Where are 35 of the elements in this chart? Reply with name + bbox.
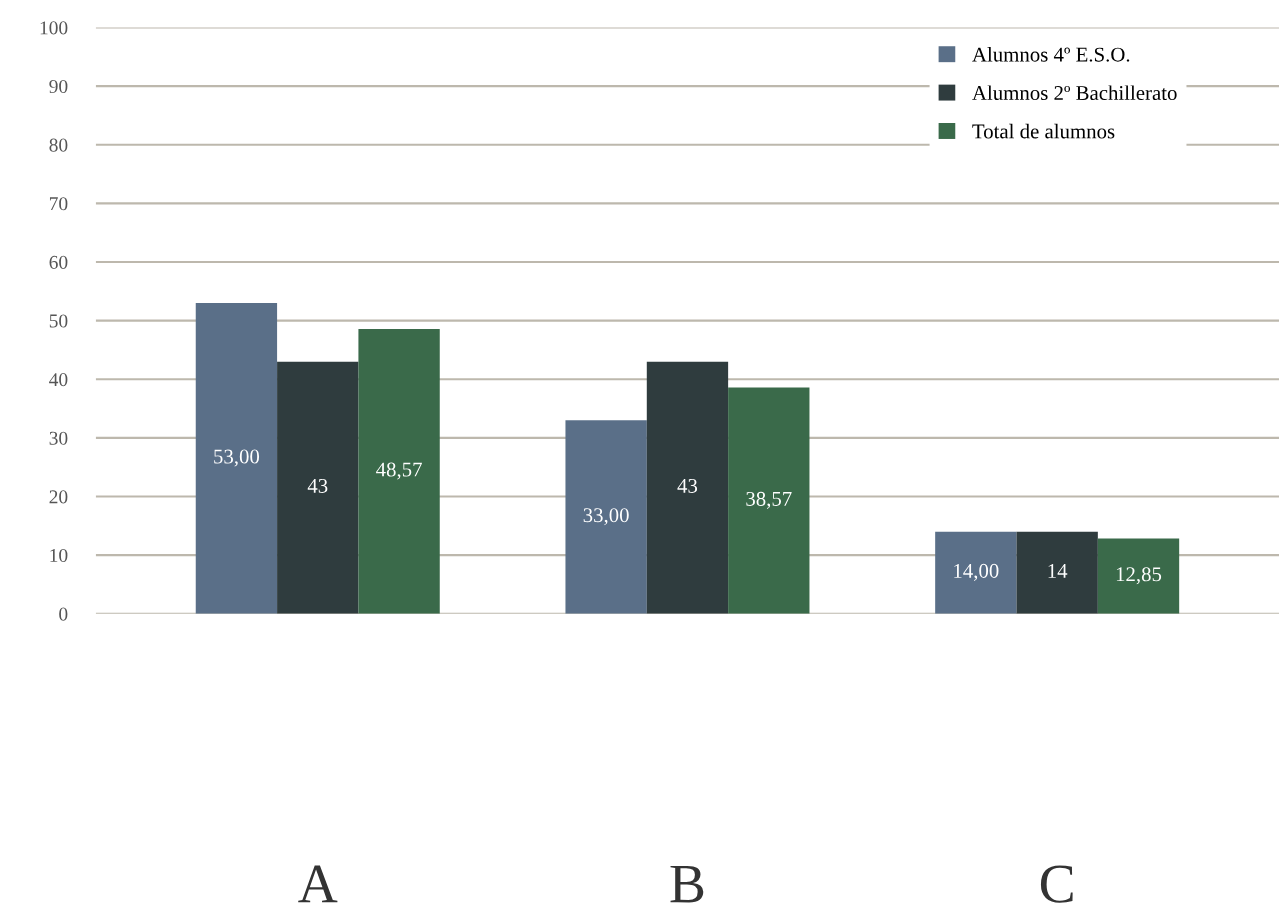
y-tick-label: 30 [49, 431, 68, 445]
x-tick-label: C [1040, 865, 1073, 903]
bar [358, 328, 440, 614]
bar [195, 303, 278, 614]
y-tick-label: 40 [49, 373, 68, 387]
x-tick-label: B [670, 865, 704, 903]
y-tick-label: 60 [49, 255, 68, 269]
y-tick-label: 10 [50, 548, 68, 563]
data-label: 38,57 [746, 491, 792, 509]
data-label: 43 [677, 478, 698, 493]
y-tick-label: 80 [49, 138, 68, 152]
bar [646, 361, 729, 614]
y-tick-label: 70 [49, 197, 68, 211]
x-tick-label: A [298, 865, 338, 903]
data-label: 14,00 [954, 563, 999, 581]
data-label: 48,57 [376, 462, 422, 480]
legend-label: Total de alumnos [972, 123, 1115, 139]
y-tick-label: 100 [40, 21, 68, 35]
bar [935, 531, 1017, 614]
bar [277, 361, 359, 614]
data-label: 33,00 [583, 508, 629, 526]
y-tick-label: 90 [49, 79, 68, 94]
data-label: 43 [307, 478, 328, 493]
legend-label: Alumnos 2º Bachillerato [972, 85, 1177, 101]
bar [1016, 531, 1098, 614]
y-tick-label: 50 [49, 314, 68, 328]
data-label: 14 [1048, 563, 1068, 578]
y-tick-label: 20 [49, 490, 68, 504]
bar [1097, 538, 1180, 614]
bar [565, 420, 647, 614]
bar [728, 387, 810, 614]
data-label: 53,00 [214, 449, 260, 467]
data-label: 12,85 [1116, 567, 1162, 585]
y-tick-label: 0 [59, 607, 68, 621]
legend-label: Alumnos 4º E.S.O. [972, 46, 1130, 62]
